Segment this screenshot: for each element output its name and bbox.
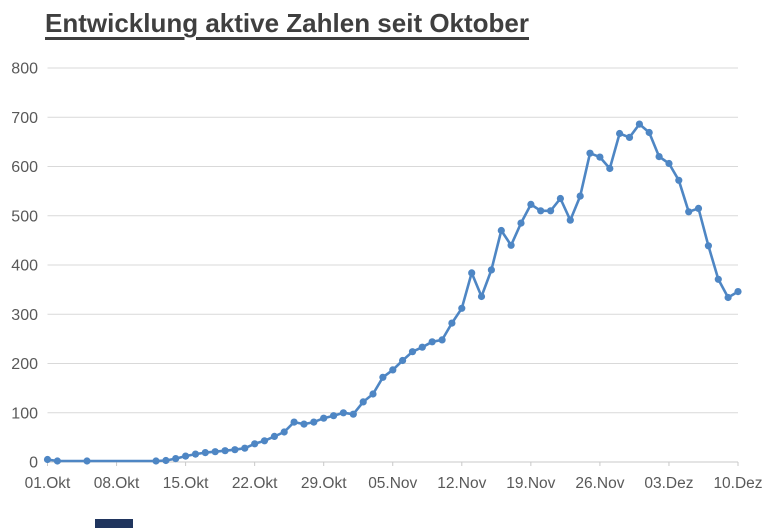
x-axis-labels: 01.Okt 08.Okt 15.Okt 22.Okt 29.Okt 05.Nov 12.N… bbox=[25, 475, 763, 492]
data-point-12.Okt[interactable] bbox=[152, 457, 160, 465]
data-point-06.Nov[interactable] bbox=[399, 356, 407, 365]
x-tick-label-08.Okt: 08.Okt bbox=[94, 475, 140, 492]
data-point-21.Nov[interactable] bbox=[547, 207, 555, 215]
data-point-09.Nov[interactable] bbox=[428, 338, 436, 346]
data-point-06.Dez[interactable] bbox=[694, 204, 703, 212]
data-point-30.Nov[interactable] bbox=[635, 120, 644, 128]
chart-title: Entwicklung aktive Zahlen seit Oktober bbox=[45, 8, 530, 38]
data-point-20.Nov[interactable] bbox=[537, 207, 545, 215]
data-point-29.Okt[interactable] bbox=[320, 414, 328, 422]
data-point-18.Okt[interactable] bbox=[211, 448, 219, 456]
data-point-21.Okt[interactable] bbox=[241, 444, 249, 452]
data-point-11.Nov[interactable] bbox=[448, 319, 456, 327]
x-axis-ticks bbox=[47, 462, 739, 466]
data-point-14.Nov[interactable] bbox=[477, 292, 486, 301]
data-point-01.Nov[interactable] bbox=[349, 410, 357, 418]
data-point-15.Okt[interactable] bbox=[182, 452, 190, 460]
x-tick-label-19.Nov: 19.Nov bbox=[506, 475, 555, 492]
data-point-markers[interactable] bbox=[43, 120, 742, 465]
data-point-10.Dez[interactable] bbox=[734, 288, 742, 296]
data-point-13.Nov[interactable] bbox=[468, 269, 476, 277]
data-point-22.Okt[interactable] bbox=[251, 440, 259, 448]
data-point-09.Dez[interactable] bbox=[724, 293, 732, 302]
y-tick-label-800: 800 bbox=[11, 61, 38, 78]
y-tick-label-600: 600 bbox=[11, 159, 38, 176]
data-point-19.Okt[interactable] bbox=[221, 447, 229, 455]
x-tick-label-10.Dez: 10.Dez bbox=[713, 475, 762, 492]
data-point-17.Okt[interactable] bbox=[201, 449, 209, 457]
data-point-03.Dez[interactable] bbox=[665, 159, 673, 168]
data-point-12.Nov[interactable] bbox=[458, 304, 466, 312]
data-point-26.Nov[interactable] bbox=[596, 153, 604, 161]
data-point-02.Okt[interactable] bbox=[53, 457, 62, 465]
x-tick-label-05.Nov: 05.Nov bbox=[368, 475, 417, 492]
data-point-07.Nov[interactable] bbox=[408, 348, 417, 356]
data-point-05.Okt[interactable] bbox=[83, 457, 91, 465]
x-tick-label-29.Okt: 29.Okt bbox=[301, 475, 347, 492]
x-tick-label-15.Okt: 15.Okt bbox=[163, 475, 209, 492]
gridlines-group bbox=[47, 67, 738, 463]
data-point-16.Nov[interactable] bbox=[497, 226, 505, 235]
x-tick-label-22.Okt: 22.Okt bbox=[232, 475, 278, 492]
data-point-04.Dez[interactable] bbox=[675, 176, 683, 184]
data-point-16.Okt[interactable] bbox=[191, 450, 200, 458]
data-point-30.Okt[interactable] bbox=[330, 412, 338, 420]
data-point-23.Okt[interactable] bbox=[260, 437, 269, 445]
data-point-18.Nov[interactable] bbox=[517, 219, 525, 227]
data-point-25.Okt[interactable] bbox=[280, 428, 288, 436]
data-point-17.Nov[interactable] bbox=[507, 241, 515, 249]
bottom-window-fragment bbox=[95, 519, 133, 528]
data-point-08.Dez[interactable] bbox=[714, 275, 722, 283]
data-point-20.Okt[interactable] bbox=[231, 446, 239, 454]
data-point-04.Nov[interactable] bbox=[379, 373, 387, 381]
y-tick-label-700: 700 bbox=[11, 110, 38, 127]
x-tick-label-26.Nov: 26.Nov bbox=[575, 475, 624, 492]
y-tick-label-400: 400 bbox=[11, 258, 38, 275]
data-point-24.Nov[interactable] bbox=[576, 192, 584, 200]
data-point-05.Nov[interactable] bbox=[389, 366, 397, 374]
y-axis-labels: 0 100 200 300 400 500 600 700 800 bbox=[11, 61, 38, 472]
y-tick-label-500: 500 bbox=[11, 208, 38, 225]
data-point-31.Okt[interactable] bbox=[339, 409, 347, 417]
data-point-13.Okt[interactable] bbox=[162, 456, 170, 465]
x-tick-label-03.Dez: 03.Dez bbox=[644, 475, 693, 492]
y-tick-label-0: 0 bbox=[29, 455, 38, 472]
y-tick-label-100: 100 bbox=[11, 405, 38, 422]
data-point-14.Okt[interactable] bbox=[172, 455, 180, 463]
data-point-10.Nov[interactable] bbox=[438, 336, 446, 344]
y-tick-label-200: 200 bbox=[11, 356, 38, 373]
data-point-28.Nov[interactable] bbox=[616, 129, 624, 138]
data-point-23.Nov[interactable] bbox=[566, 216, 574, 224]
data-point-01.Dez[interactable] bbox=[645, 128, 653, 137]
x-tick-label-12.Nov: 12.Nov bbox=[437, 475, 486, 492]
data-point-27.Nov[interactable] bbox=[606, 164, 614, 173]
data-point-22.Nov[interactable] bbox=[556, 194, 565, 203]
data-point-27.Okt[interactable] bbox=[300, 420, 308, 428]
data-point-02.Dez[interactable] bbox=[655, 153, 663, 161]
x-tick-label-01.Okt: 01.Okt bbox=[25, 475, 71, 492]
data-point-08.Nov[interactable] bbox=[418, 343, 426, 351]
data-series-line[interactable] bbox=[46, 122, 740, 463]
data-point-25.Nov[interactable] bbox=[586, 149, 594, 157]
data-point-19.Nov[interactable] bbox=[527, 200, 535, 208]
data-point-03.Nov[interactable] bbox=[369, 390, 377, 398]
data-point-28.Okt[interactable] bbox=[310, 418, 318, 426]
data-point-07.Dez[interactable] bbox=[704, 242, 713, 250]
data-point-24.Okt[interactable] bbox=[270, 432, 278, 440]
data-point-15.Nov[interactable] bbox=[487, 266, 495, 274]
y-tick-label-300: 300 bbox=[11, 307, 38, 324]
data-point-02.Nov[interactable] bbox=[359, 398, 367, 406]
data-point-26.Okt[interactable] bbox=[290, 418, 298, 426]
data-point-29.Nov[interactable] bbox=[625, 133, 634, 141]
data-point-05.Dez[interactable] bbox=[685, 208, 693, 216]
data-point-01.Okt[interactable] bbox=[43, 455, 52, 464]
